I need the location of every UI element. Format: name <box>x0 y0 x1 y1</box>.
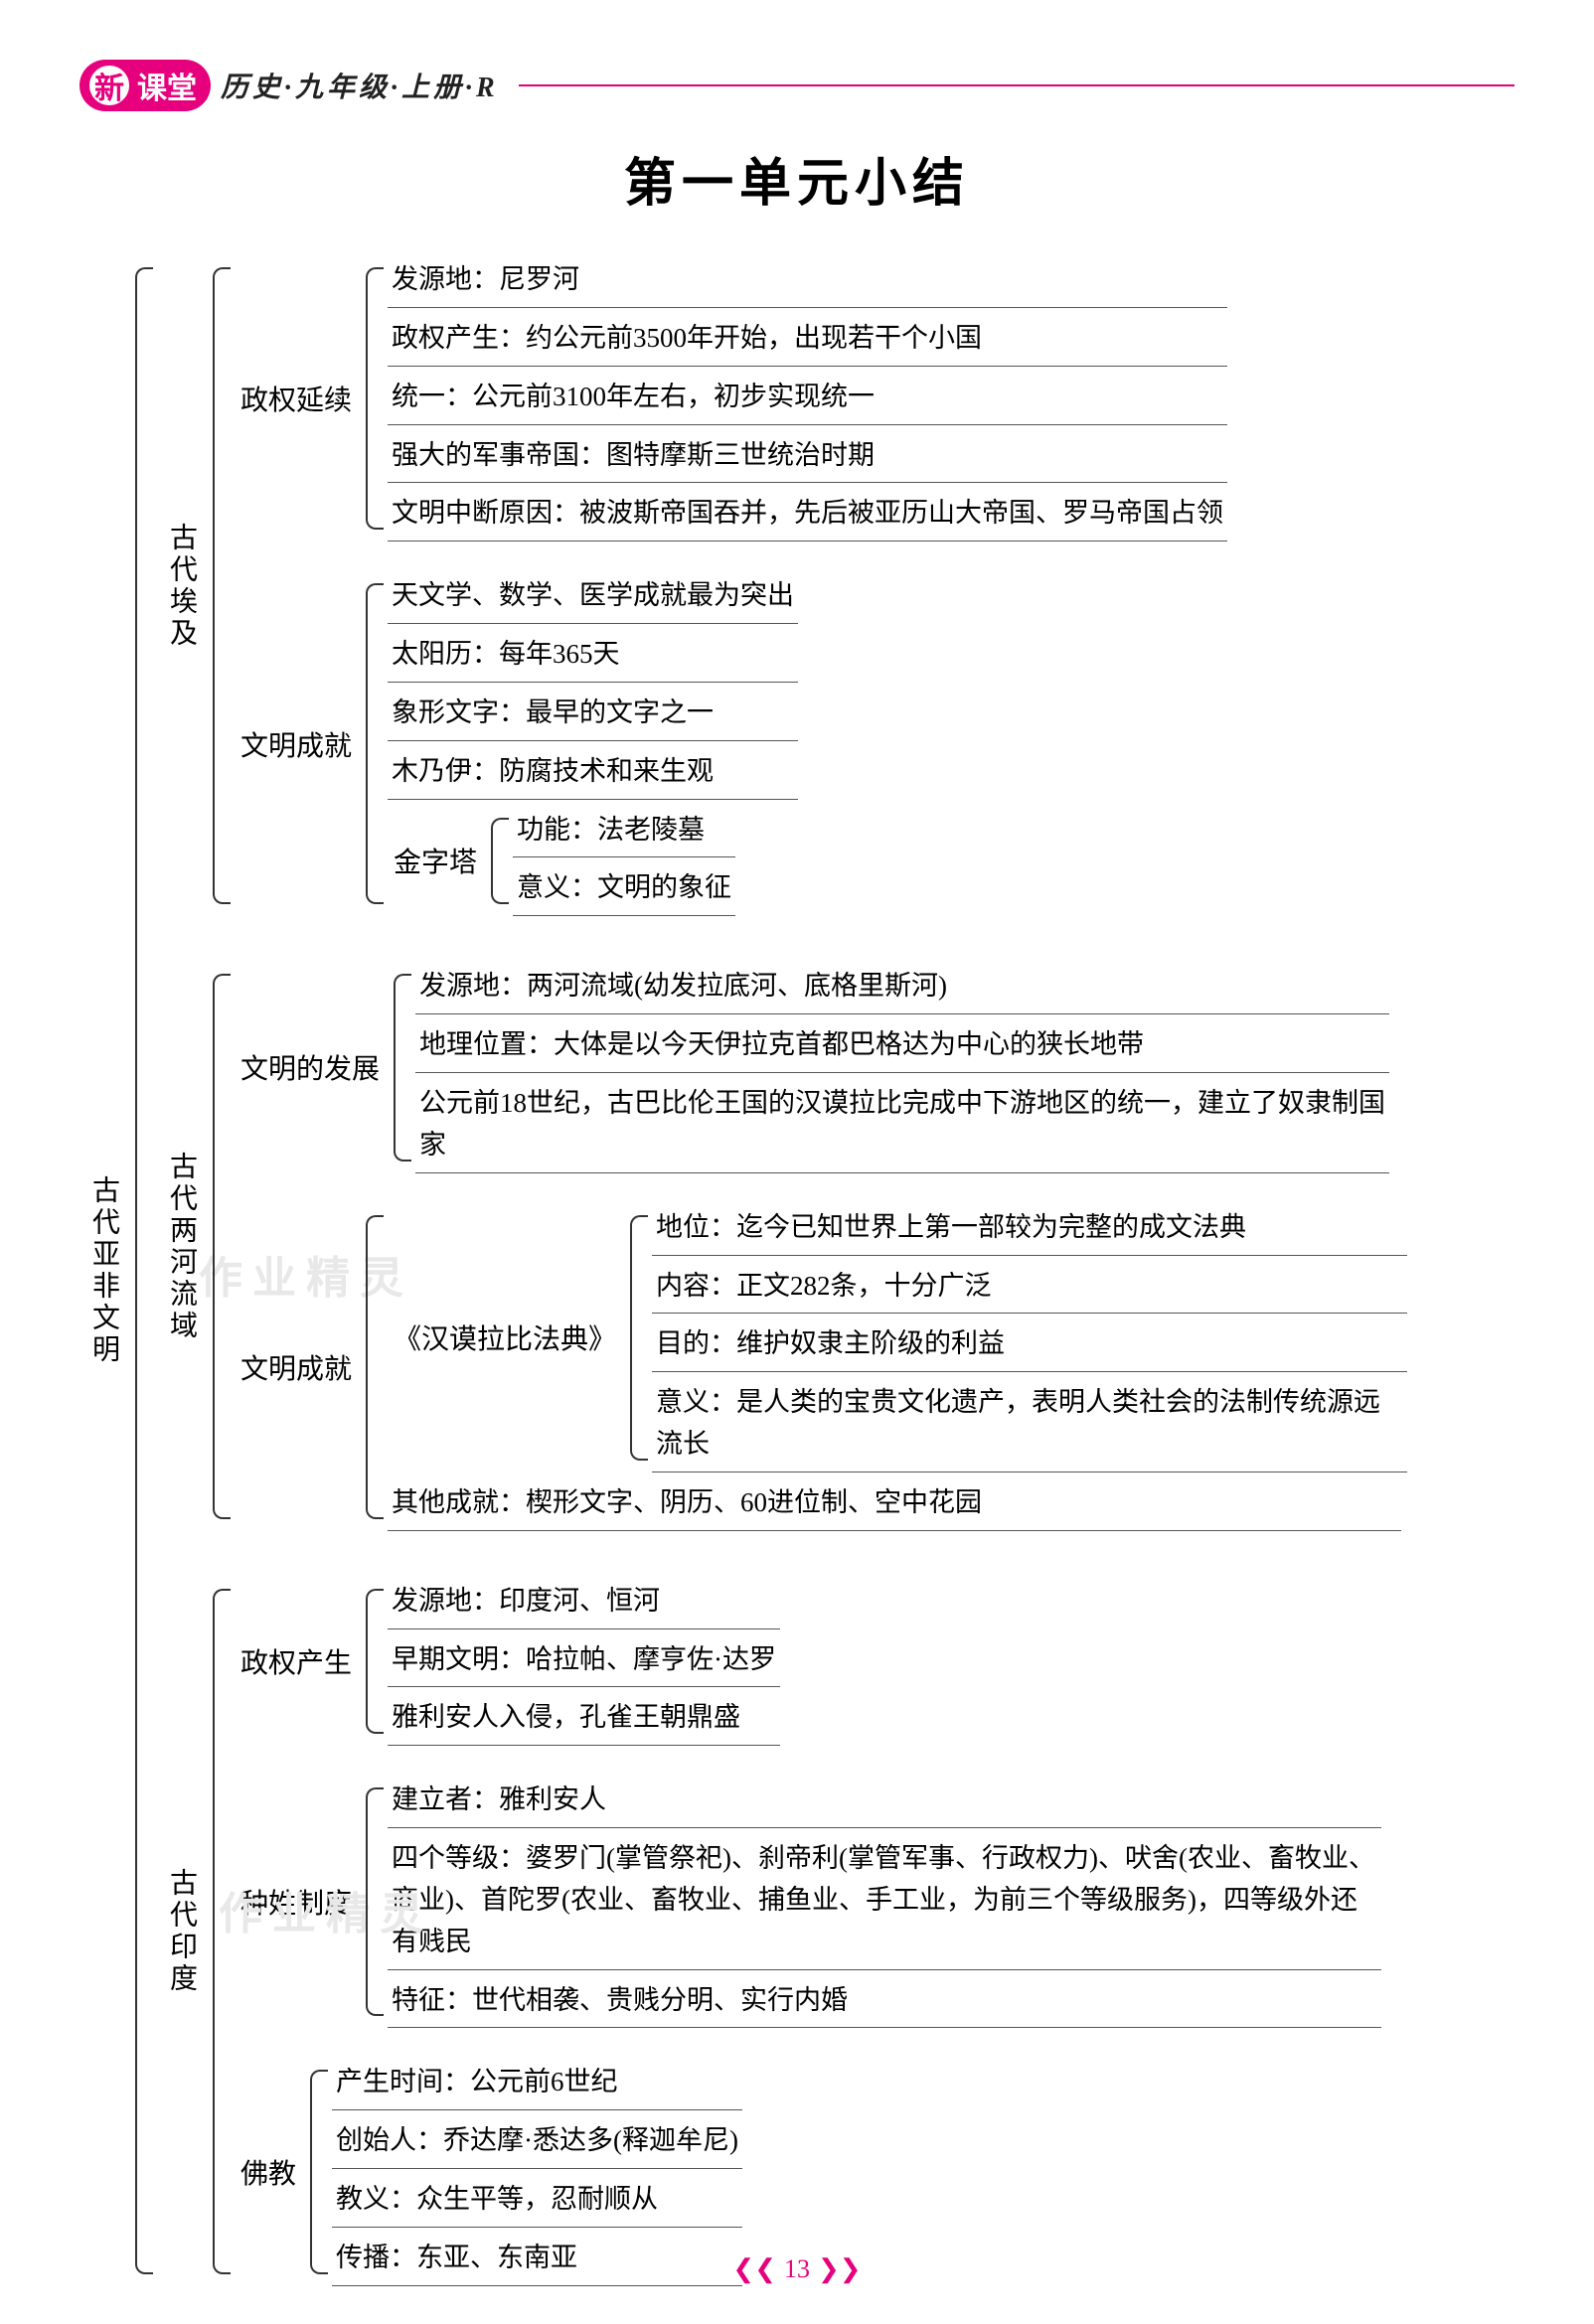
bracket-icon <box>624 1203 650 1472</box>
leaf: 发源地：印度河、恒河 <box>388 1577 780 1629</box>
nested-label: 《汉谟拉比法典》 <box>388 1203 622 1472</box>
leaf: 地理位置：大体是以今天伊拉克首都巴格达为中心的狭长地带 <box>415 1020 1389 1073</box>
brand-circle: 新 <box>87 64 131 107</box>
leaf: 产生时间：公元前6世纪 <box>332 2058 742 2110</box>
sub-label: 文明的发展 <box>235 962 386 1172</box>
sub-branch: 文明的发展 发源地：两河流域(幼发拉底河、底格里斯河) 地理位置：大体是以今天伊… <box>235 962 1407 1172</box>
deco-right-icon: ❯❯ <box>818 2254 862 2284</box>
sub-branch: 政权延续 发源地：尼罗河 政权产生：约公元前3500年开始，出现若干个小国 统一… <box>235 255 1227 542</box>
header-subject: 历史·九年级·上册·R <box>221 66 499 105</box>
nested-branch: 《汉谟拉比法典》 地位：迄今已知世界上第一部较为完整的成文法典 内容：正文282… <box>388 1203 1407 1472</box>
bracket-icon <box>360 1203 386 1531</box>
leaf: 木乃伊：防腐技术和来生观 <box>388 747 798 800</box>
leaf: 传播：东亚、东南亚 <box>332 2234 742 2286</box>
tree-root: 古代亚非文明 古代埃及 政权延续 发源地：尼罗河 政权产生：约公元前3500年开… <box>80 255 1407 2286</box>
bracket-icon <box>485 806 511 917</box>
sub-label: 政权延续 <box>235 255 358 542</box>
leaf: 雅利安人入侵，孔雀王朝鼎盛 <box>388 1693 780 1746</box>
sub-branch: 政权产生 发源地：印度河、恒河 早期文明：哈拉帕、摩亨佐·达罗 雅利安人入侵，孔… <box>235 1577 1381 1747</box>
sub-label: 种姓制度 <box>235 1776 358 2028</box>
leaf: 发源地：尼罗河 <box>388 255 1227 308</box>
leaf: 创始人：乔达摩·悉达多(释迦牟尼) <box>332 2116 742 2169</box>
leaf: 地位：迄今已知世界上第一部较为完整的成文法典 <box>652 1203 1407 1256</box>
leaf: 特征：世代相袭、贵贱分明、实行内婚 <box>388 1976 1381 2029</box>
root-label: 古代亚非文明 <box>80 255 127 2286</box>
bracket-icon <box>304 2058 330 2285</box>
bracket-icon <box>360 1577 386 1747</box>
nested-branch: 金字塔 功能：法老陵墓 意义：文明的象征 <box>388 806 798 917</box>
leaf: 建立者：雅利安人 <box>388 1776 1381 1828</box>
bracket-icon <box>360 1776 386 2028</box>
leaf: 教义：众生平等，忍耐顺从 <box>332 2175 742 2228</box>
deco-left-icon: ❮❮ <box>732 2254 776 2284</box>
bracket-icon <box>388 962 413 1172</box>
sub-branch: 种姓制度 建立者：雅利安人 四个等级：婆罗门(掌管祭祀)、刹帝利(掌管军事、行政… <box>235 1776 1381 2028</box>
branch-label: 古代两河流域 <box>157 962 205 1530</box>
sub-branch: 文明成就 《汉谟拉比法典》 地位：迄今已知世界上第一部较为完整的成文法典 内容：… <box>235 1203 1407 1531</box>
leaf: 强大的军事帝国：图特摩斯三世统治时期 <box>388 431 1227 484</box>
bracket-icon <box>360 255 386 542</box>
bracket-icon <box>360 571 386 916</box>
page-title: 第一单元小结 <box>80 141 1514 216</box>
leaf: 文明中断原因：被波斯帝国吞并，先后被亚历山大帝国、罗马帝国占领 <box>388 489 1227 542</box>
leaf: 太阳历：每年365天 <box>388 630 798 683</box>
brand-text: 课堂 <box>137 64 197 107</box>
page-number-badge: ❮❮ 13 ❯❯ <box>732 2254 861 2284</box>
leaf: 象形文字：最早的文字之一 <box>388 689 798 741</box>
leaf: 内容：正文282条，十分广泛 <box>652 1262 1407 1315</box>
branch-india: 古代印度 政权产生 发源地：印度河、恒河 早期文明：哈拉帕、摩亨佐·达罗 雅利安… <box>157 1577 1407 2286</box>
leaf: 意义：文明的象征 <box>513 863 735 916</box>
sub-branch: 佛教 产生时间：公元前6世纪 创始人：乔达摩·悉达多(释迦牟尼) 教义：众生平等… <box>235 2058 1381 2285</box>
branch-egypt: 古代埃及 政权延续 发源地：尼罗河 政权产生：约公元前3500年开始，出现若干个… <box>157 255 1407 916</box>
leaf: 统一：公元前3100年左右，初步实现统一 <box>388 373 1227 425</box>
branch-label: 古代埃及 <box>157 255 205 916</box>
leaf: 公元前18世纪，古巴比伦王国的汉谟拉比完成中下游地区的统一，建立了奴隶制国家 <box>415 1079 1389 1173</box>
leaf: 天文学、数学、医学成就最为突出 <box>388 571 798 624</box>
leaf: 目的：维护奴隶主阶级的利益 <box>652 1319 1407 1372</box>
bracket-icon <box>207 1577 233 2286</box>
nested-label: 金字塔 <box>388 806 483 917</box>
bracket-icon <box>207 962 233 1530</box>
leaf: 早期文明：哈拉帕、摩亨佐·达罗 <box>388 1635 780 1688</box>
page-header: 新 课堂 历史·九年级·上册·R <box>80 60 1514 111</box>
branch-mesopotamia: 古代两河流域 文明的发展 发源地：两河流域(幼发拉底河、底格里斯河) 地理位置：… <box>157 962 1407 1530</box>
branch-label: 古代印度 <box>157 1577 205 2286</box>
mindmap-tree: 古代亚非文明 古代埃及 政权延续 发源地：尼罗河 政权产生：约公元前3500年开… <box>80 255 1514 2286</box>
page-number: 13 <box>784 2254 810 2284</box>
leaf: 其他成就：楔形文字、阴历、60进位制、空中花园 <box>388 1478 1401 1531</box>
bracket-icon <box>207 255 233 916</box>
leaf: 四个等级：婆罗门(掌管祭祀)、刹帝利(掌管军事、行政权力)、吠舍(农业、畜牧业、… <box>388 1834 1381 1970</box>
sub-label: 政权产生 <box>235 1577 358 1747</box>
leaf: 功能：法老陵墓 <box>513 806 735 858</box>
header-rule <box>519 84 1514 86</box>
sub-label: 文明成就 <box>235 1203 358 1531</box>
bracket-icon <box>129 255 155 2286</box>
leaf: 政权产生：约公元前3500年开始，出现若干个小国 <box>388 314 1227 367</box>
leaf: 发源地：两河流域(幼发拉底河、底格里斯河) <box>415 962 1389 1014</box>
sub-label: 文明成就 <box>235 571 358 916</box>
brand-badge: 新 课堂 <box>80 60 211 111</box>
sub-label: 佛教 <box>235 2058 302 2285</box>
sub-branch: 文明成就 天文学、数学、医学成就最为突出 太阳历：每年365天 象形文字：最早的… <box>235 571 1227 916</box>
leaf: 意义：是人类的宝贵文化遗产，表明人类社会的法制传统源远流长 <box>652 1378 1407 1472</box>
